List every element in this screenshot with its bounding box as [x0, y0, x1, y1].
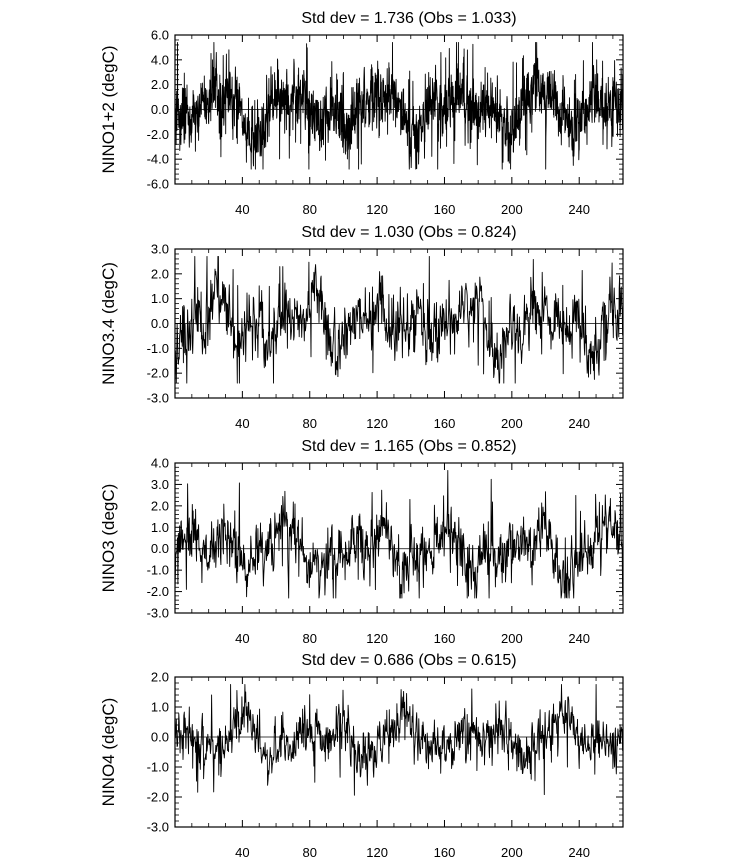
y-tick-label: 2.0	[151, 498, 169, 513]
y-axis-label: NINO1+2 (degC)	[99, 45, 118, 173]
panel-title: Std dev = 0.686 (Obs = 0.615)	[301, 652, 516, 669]
x-tick-label: 240	[568, 416, 590, 431]
y-tick-label: 1.0	[151, 700, 169, 715]
x-tick-label: 240	[568, 631, 590, 646]
x-tick-label: 120	[366, 416, 388, 431]
series-line	[174, 684, 624, 796]
x-tick-label: 40	[235, 845, 249, 860]
y-tick-label: -1.0	[147, 341, 169, 356]
x-tick-label: 80	[303, 202, 317, 217]
y-axis-label: NINO4 (degC)	[99, 698, 118, 807]
y-tick-label: -3.0	[147, 391, 169, 406]
y-tick-label: -2.0	[147, 584, 169, 599]
x-tick-label: 40	[235, 202, 249, 217]
series-line	[174, 255, 624, 384]
y-tick-label: -1.0	[147, 563, 169, 578]
x-tick-label: 200	[501, 202, 523, 217]
y-tick-label: 6.0	[151, 28, 169, 43]
x-tick-label: 200	[501, 416, 523, 431]
y-tick-label: -6.0	[147, 177, 169, 192]
y-axis-label: NINO3.4 (degC)	[99, 262, 118, 385]
series-line	[174, 41, 624, 170]
x-tick-label: 120	[366, 845, 388, 860]
panel-3: Std dev = 1.165 (Obs = 0.852) NINO3 (degC…	[99, 438, 624, 646]
panel-title: Std dev = 1.030 (Obs = 0.824)	[301, 224, 516, 241]
y-tick-label: -2.0	[147, 127, 169, 142]
x-tick-label: 120	[366, 202, 388, 217]
y-axis-label: NINO3 (degC)	[99, 484, 118, 593]
panel-title: Std dev = 1.736 (Obs = 1.033)	[301, 10, 516, 27]
x-tick-label: 40	[235, 416, 249, 431]
y-tick-label: 2.0	[151, 670, 169, 685]
x-tick-label: 160	[434, 202, 456, 217]
x-tick-label: 240	[568, 202, 590, 217]
panel-4: Std dev = 0.686 (Obs = 0.615) NINO4 (degC…	[99, 652, 624, 860]
x-tick-label: 200	[501, 631, 523, 646]
x-tick-label: 80	[303, 416, 317, 431]
y-tick-label: -3.0	[147, 820, 169, 835]
x-tick-label: 240	[568, 845, 590, 860]
y-tick-label: 3.0	[151, 242, 169, 257]
y-tick-label: 1.0	[151, 520, 169, 535]
x-tick-label: 120	[366, 631, 388, 646]
x-tick-label: 160	[434, 416, 456, 431]
x-tick-label: 40	[235, 631, 249, 646]
y-tick-label: 2.0	[151, 77, 169, 92]
panel-1: Std dev = 1.736 (Obs = 1.033) NINO1+2 (de…	[99, 10, 624, 217]
x-tick-label: 80	[303, 845, 317, 860]
y-tick-label: -1.0	[147, 760, 169, 775]
panel-title: Std dev = 1.165 (Obs = 0.852)	[301, 438, 516, 455]
y-tick-label: -2.0	[147, 790, 169, 805]
y-tick-label: -2.0	[147, 366, 169, 381]
y-tick-label: 4.0	[151, 52, 169, 67]
x-tick-label: 160	[434, 845, 456, 860]
y-tick-label: 0.0	[151, 541, 169, 556]
y-tick-label: -4.0	[147, 152, 169, 167]
y-tick-label: 0.0	[151, 316, 169, 331]
series-line	[174, 470, 624, 599]
y-tick-label: 1.0	[151, 291, 169, 306]
x-tick-label: 200	[501, 845, 523, 860]
y-tick-label: 0.0	[151, 730, 169, 745]
x-tick-label: 160	[434, 631, 456, 646]
x-tick-label: 80	[303, 631, 317, 646]
plot-frame	[174, 462, 624, 614]
y-tick-label: -3.0	[147, 606, 169, 621]
y-tick-label: 2.0	[151, 266, 169, 281]
plot-frame	[174, 676, 624, 828]
y-tick-label: 3.0	[151, 477, 169, 492]
y-tick-label: 4.0	[151, 456, 169, 471]
y-tick-label: 0.0	[151, 102, 169, 117]
panel-2: Std dev = 1.030 (Obs = 0.824) NINO3.4 (de…	[99, 224, 624, 431]
